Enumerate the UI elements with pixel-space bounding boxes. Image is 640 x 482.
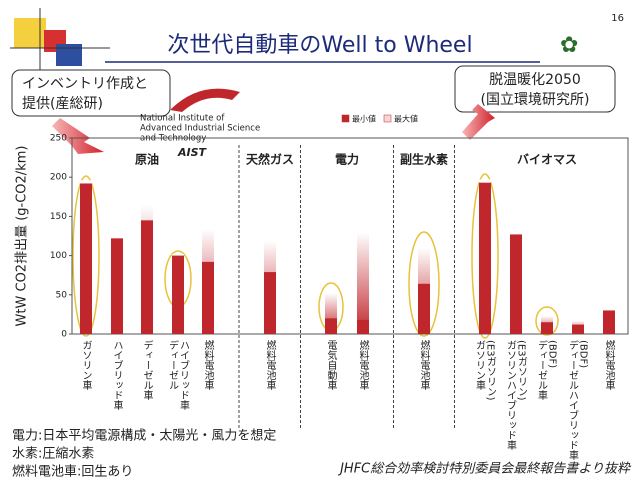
x-tick-label: ディーゼル bbox=[167, 339, 179, 390]
footnote: 燃料電池車:回生あり bbox=[12, 464, 133, 480]
x-tick-label: (E3ガソリン) bbox=[516, 340, 527, 401]
callout-text: インベントリ作成と bbox=[22, 76, 148, 92]
callout-text: (国立環境研究所) bbox=[481, 92, 590, 108]
y-tick-label: 50 bbox=[56, 290, 68, 300]
bar-min bbox=[141, 220, 153, 334]
x-tick-label: 燃料電池車 bbox=[418, 339, 430, 391]
right-callout: 脱温暖化2050 (国立環境研究所) bbox=[454, 65, 616, 140]
x-tick-label: ディーゼルハイブリッド車 bbox=[567, 339, 579, 461]
legend-label: 最小値 bbox=[352, 114, 376, 124]
bar-min bbox=[572, 324, 584, 334]
bar-min bbox=[357, 319, 369, 334]
x-tick-label: 燃料電池車 bbox=[264, 339, 276, 391]
legend-swatch bbox=[341, 114, 350, 123]
y-axis-label: WtW CO2排出量 (g-CO2/km) bbox=[15, 146, 30, 327]
bar-min bbox=[541, 322, 553, 334]
footnote: 水素:圧縮水素 bbox=[12, 446, 94, 462]
logo-text: Advanced Industrial Science bbox=[140, 124, 260, 134]
x-tick-label: ディーゼル車 bbox=[536, 339, 548, 401]
y-tick-label: 0 bbox=[61, 330, 67, 340]
highlights bbox=[72, 173, 559, 339]
page-number: 16 bbox=[611, 13, 624, 24]
x-tick-label: ガソリン車 bbox=[80, 340, 92, 391]
source: JHFC総合効率検討特別委員会最終報告書より抜粋 bbox=[337, 461, 632, 477]
bar-min bbox=[80, 183, 92, 334]
decoration: ✿ bbox=[10, 8, 578, 80]
bar-max bbox=[357, 232, 369, 334]
callout-text: 提供(産総研) bbox=[22, 96, 103, 112]
y-tick-label: 250 bbox=[50, 134, 67, 144]
bar-min bbox=[172, 255, 184, 334]
bar-min bbox=[325, 318, 337, 334]
bar-min bbox=[202, 261, 214, 334]
y-tick-label: 100 bbox=[50, 251, 67, 261]
x-tick-label: 電気自動車 bbox=[325, 340, 337, 391]
x-tick-label: 燃料電池車 bbox=[357, 339, 369, 391]
bar-min bbox=[603, 310, 615, 334]
x-tick-label: 燃料電池車 bbox=[603, 339, 615, 391]
y-tick-label: 200 bbox=[50, 173, 67, 183]
x-tick-label: (E3ガソリン) bbox=[485, 340, 496, 401]
bar-min bbox=[479, 182, 491, 334]
bar-min bbox=[418, 283, 430, 334]
x-tick-label: ガソリンハイブリッド車 bbox=[505, 340, 517, 451]
x-tick-label: (BDF) bbox=[578, 340, 589, 368]
left-callout: インベントリ作成と 提供(産総研) bbox=[11, 69, 171, 154]
legend-label: 最大値 bbox=[394, 114, 418, 124]
group-label: 天然ガス bbox=[246, 152, 294, 167]
x-tick-label: ハイブリッド車 bbox=[111, 340, 123, 411]
x-tick-label: (BDF) bbox=[547, 340, 558, 368]
group-label: 電力 bbox=[335, 152, 359, 167]
bar-min bbox=[510, 234, 522, 334]
logo-text: National Institute of bbox=[140, 114, 225, 124]
x-tick-label: 燃料電池車 bbox=[202, 339, 214, 391]
group-label: 原油 bbox=[135, 152, 159, 167]
x-tick-label: ハイブリッド車 bbox=[178, 340, 190, 411]
bar-min bbox=[264, 272, 276, 334]
svg-text:✿: ✿ bbox=[560, 33, 578, 58]
y-tick-label: 150 bbox=[50, 212, 67, 222]
x-tick-label: ディーゼル車 bbox=[141, 339, 153, 401]
chart-title: 次世代自動車のWell to Wheel bbox=[167, 33, 472, 58]
callout-text: 脱温暖化2050 bbox=[489, 72, 581, 88]
logo-text: AIST bbox=[177, 146, 208, 159]
legend-swatch bbox=[383, 114, 392, 123]
footnote: 電力:日本平均電源構成・太陽光・風力を想定 bbox=[12, 428, 276, 444]
x-tick-label: ガソリン車 bbox=[474, 340, 486, 391]
bar-min bbox=[111, 238, 123, 334]
group-label: 副生水素 bbox=[400, 152, 448, 167]
plot-frame bbox=[71, 137, 629, 335]
group-label: バイオマス bbox=[517, 153, 577, 167]
